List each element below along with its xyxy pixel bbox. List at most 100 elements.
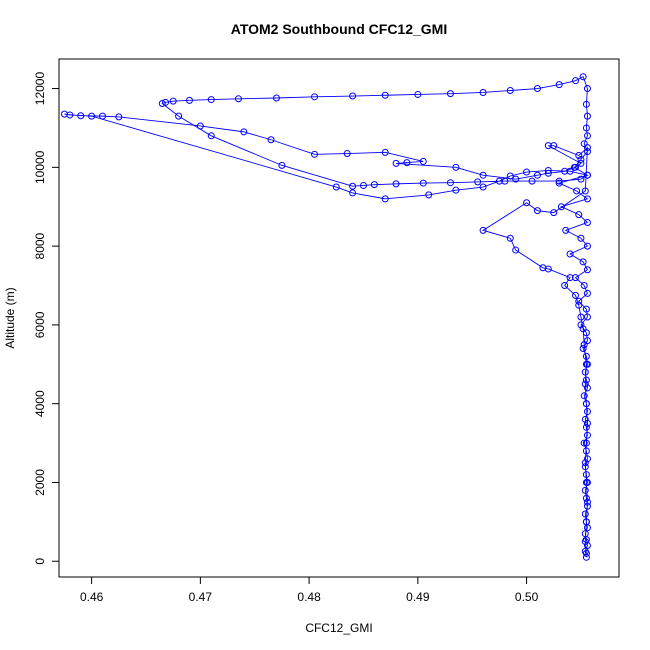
data-point	[381, 148, 389, 156]
data-point	[583, 419, 591, 427]
chart-title: ATOM2 Southbound CFC12_GMI	[231, 21, 447, 37]
data-point	[240, 128, 248, 136]
x-tick-label: 0.50	[515, 590, 539, 604]
data-point	[234, 95, 242, 103]
data-point	[582, 494, 590, 502]
data-point	[583, 431, 591, 439]
y-axis-label: Altitude (m)	[3, 287, 17, 348]
data-point	[523, 199, 531, 207]
data-point	[566, 250, 574, 258]
data-point	[583, 171, 591, 179]
data-point	[580, 341, 588, 349]
data-point	[582, 352, 590, 360]
plot-frame	[58, 58, 620, 578]
data-point	[581, 368, 589, 376]
data-point	[533, 85, 541, 93]
data-point	[580, 282, 588, 289]
data-point	[572, 163, 579, 171]
data-point	[562, 226, 570, 234]
data-point	[311, 93, 319, 101]
data-point	[523, 168, 531, 176]
data-point	[577, 234, 585, 242]
data-point	[582, 423, 590, 431]
data-point	[512, 175, 520, 183]
data-point	[583, 148, 591, 156]
data-point	[582, 549, 590, 557]
data-point	[311, 150, 319, 158]
data-point	[99, 112, 106, 120]
data-point	[381, 91, 389, 99]
data-point	[533, 207, 541, 215]
data-point	[582, 100, 590, 108]
data-point	[403, 159, 411, 167]
data-point	[577, 159, 585, 167]
data-point	[555, 81, 563, 89]
y-tick-label: 8000	[33, 232, 47, 259]
data-point	[60, 110, 68, 118]
data-point	[77, 112, 85, 120]
data-point	[278, 161, 286, 169]
data-point	[561, 167, 569, 175]
data-point	[555, 177, 563, 185]
data-point	[392, 180, 400, 188]
data-point	[207, 96, 215, 104]
data-point	[561, 282, 569, 289]
data-point	[533, 171, 541, 179]
data-point	[577, 313, 585, 321]
data-point	[582, 360, 590, 368]
data-point	[479, 88, 487, 96]
data-point	[582, 447, 590, 455]
data-point	[88, 112, 96, 120]
data-point	[582, 376, 590, 384]
series-layer	[60, 73, 591, 561]
data-point	[207, 132, 215, 140]
data-point	[343, 150, 351, 158]
data-point	[582, 518, 590, 526]
data-point	[572, 77, 579, 85]
data-point	[349, 182, 357, 190]
y-tick-label: 12000	[33, 72, 47, 106]
data-point	[583, 218, 591, 226]
data-point	[572, 291, 579, 299]
data-point	[583, 144, 591, 152]
data-point	[479, 171, 487, 179]
data-point	[579, 73, 587, 81]
data-point	[583, 132, 591, 140]
data-point	[581, 530, 589, 538]
data-point	[581, 459, 589, 467]
data-point	[555, 179, 563, 187]
x-axis: 0.46 0.47 0.48 0.49 0.50	[80, 577, 539, 604]
data-point	[583, 85, 591, 93]
data-point	[446, 179, 454, 187]
data-point	[446, 90, 454, 98]
data-point	[572, 274, 579, 282]
y-axis: 0 2000 4000 6000 8000 10000 12000	[33, 72, 59, 565]
data-point	[583, 313, 591, 321]
data-point	[579, 345, 587, 353]
data-point	[370, 181, 378, 189]
data-point	[506, 172, 514, 180]
data-point	[506, 234, 514, 242]
data-point	[582, 439, 590, 447]
data-point	[582, 305, 590, 313]
data-point	[452, 163, 460, 171]
data-point	[583, 455, 591, 463]
data-point	[359, 181, 367, 189]
data-point	[175, 112, 183, 120]
data-point	[479, 183, 487, 191]
data-point	[581, 510, 589, 518]
data-point	[583, 112, 591, 120]
data-point	[575, 211, 583, 219]
data-point	[267, 136, 275, 144]
data-point	[575, 297, 583, 305]
data-point	[162, 98, 170, 106]
data-point	[544, 166, 552, 174]
data-point	[582, 400, 590, 408]
data-point	[579, 325, 587, 333]
y-tick-label: 10000	[33, 150, 47, 184]
data-point	[577, 175, 585, 183]
data-point	[419, 157, 427, 165]
data-point	[581, 415, 589, 423]
data-point	[528, 177, 536, 185]
